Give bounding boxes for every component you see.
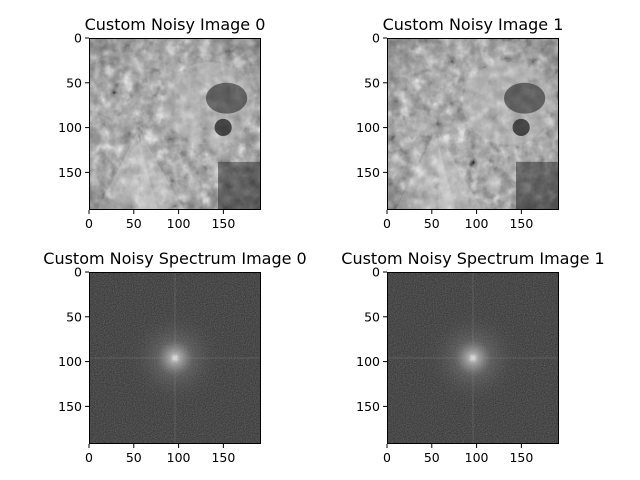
- spectrum-center-glow: [413, 298, 533, 418]
- y-tick-label: 150: [356, 399, 380, 414]
- y-tick-label: 50: [66, 309, 82, 324]
- x-tick-label: 50: [126, 450, 142, 465]
- x-tick-label: 50: [126, 216, 142, 231]
- x-tick-label: 0: [383, 450, 391, 465]
- x-tick-label: 100: [465, 216, 489, 231]
- y-tick-label: 0: [372, 265, 380, 280]
- y-tick-label: 100: [58, 354, 82, 369]
- x-tick-label: 0: [85, 216, 93, 231]
- x-tick-label: 0: [383, 216, 391, 231]
- x-tick-label: 100: [167, 450, 191, 465]
- axes-frame: [89, 38, 261, 210]
- x-tick-label: 100: [465, 450, 489, 465]
- x-tick-label: 150: [509, 216, 533, 231]
- axes-frame: [387, 272, 559, 444]
- y-tick-label: 150: [58, 399, 82, 414]
- y-tick-label: 0: [74, 265, 82, 280]
- x-tick-label: 150: [509, 450, 533, 465]
- y-tick-label: 150: [58, 165, 82, 180]
- y-tick-label: 100: [58, 120, 82, 135]
- y-tick-label: 150: [356, 165, 380, 180]
- noisy-image: [387, 38, 559, 210]
- axes-frame: [387, 38, 559, 210]
- x-tick-label: 150: [211, 216, 235, 231]
- x-tick-label: 50: [424, 450, 440, 465]
- x-tick-label: 0: [85, 450, 93, 465]
- spectrum-center-glow: [115, 298, 235, 418]
- subplot-title: Custom Noisy Image 0: [85, 15, 266, 34]
- noisy-image: [89, 38, 261, 210]
- subplot-title: Custom Noisy Image 1: [383, 15, 564, 34]
- y-tick-label: 50: [364, 75, 380, 90]
- y-tick-label: 0: [372, 31, 380, 46]
- spectrum-image: [387, 272, 559, 444]
- x-tick-label: 50: [424, 216, 440, 231]
- x-tick-label: 100: [167, 216, 191, 231]
- y-tick-label: 100: [356, 354, 380, 369]
- y-tick-label: 0: [74, 31, 82, 46]
- subplot-2: Custom Noisy Spectrum Image 00 50 100 15005…: [43, 249, 306, 465]
- subplot-title: Custom Noisy Spectrum Image 1: [341, 249, 604, 268]
- y-tick-label: 100: [356, 120, 380, 135]
- subplot-title: Custom Noisy Spectrum Image 0: [43, 249, 306, 268]
- y-tick-label: 50: [364, 309, 380, 324]
- spectrum-image: [89, 272, 261, 444]
- subplot-3: Custom Noisy Spectrum Image 10 50 100 15005…: [341, 249, 604, 465]
- y-tick-label: 50: [66, 75, 82, 90]
- x-tick-label: 150: [211, 450, 235, 465]
- axes-frame: [89, 272, 261, 444]
